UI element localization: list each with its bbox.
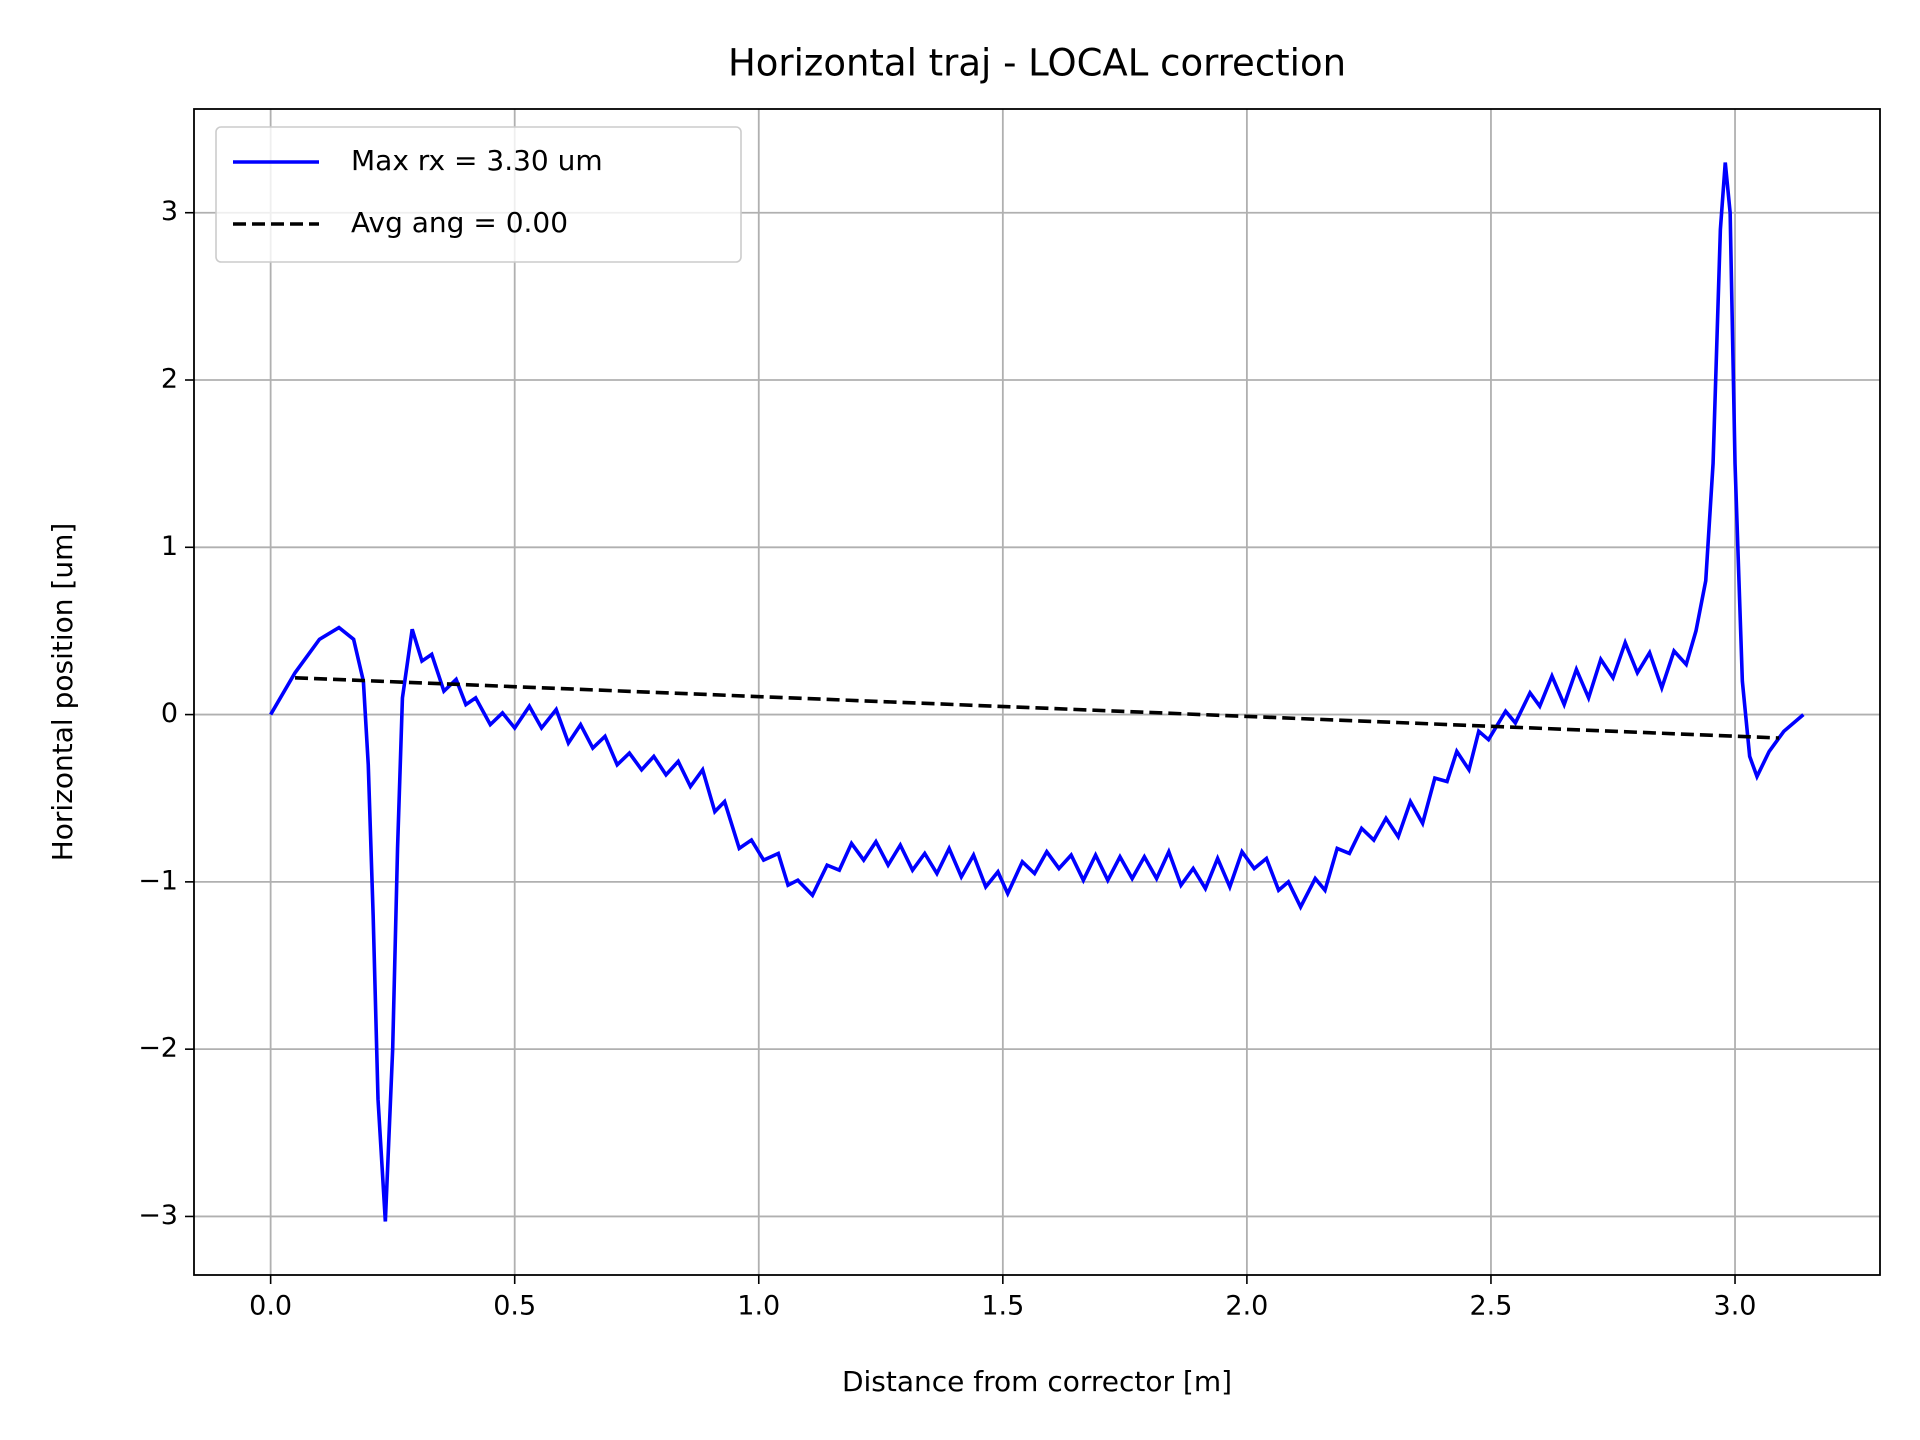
axes-frame	[193, 108, 1881, 1276]
y-tick-label: 3	[161, 196, 178, 227]
y-tick-label: 0	[161, 698, 178, 729]
x-tick-label: 3.0	[1714, 1291, 1757, 1322]
x-tick-label: 1.5	[981, 1291, 1024, 1322]
y-tick-label: 1	[161, 531, 178, 562]
y-tick-label: −2	[138, 1033, 178, 1064]
y-tick-label: −3	[138, 1200, 178, 1231]
y-tick-label: −1	[138, 865, 178, 896]
data-line	[269, 162, 1805, 1222]
legend-label: Max rx = 3.30 um	[351, 144, 603, 177]
x-tick-label: 0.5	[493, 1291, 536, 1322]
legend: Max rx = 3.30 um Avg ang = 0.00	[215, 126, 742, 263]
x-axis-label: Distance from corrector [m]	[842, 1365, 1232, 1398]
y-axis-label: Horizontal position [um]	[46, 523, 79, 862]
chart-title: Horizontal traj - LOCAL correction	[728, 42, 1346, 85]
x-tick-label: 1.0	[737, 1291, 780, 1322]
x-tick-label: 0.0	[249, 1291, 292, 1322]
x-tick-label: 2.5	[1469, 1291, 1512, 1322]
x-tick-label: 2.0	[1225, 1291, 1268, 1322]
data-line	[294, 675, 1780, 740]
legend-box	[215, 126, 742, 263]
legend-label: Avg ang = 0.00	[351, 206, 568, 239]
y-tick-label: 2	[161, 364, 178, 395]
